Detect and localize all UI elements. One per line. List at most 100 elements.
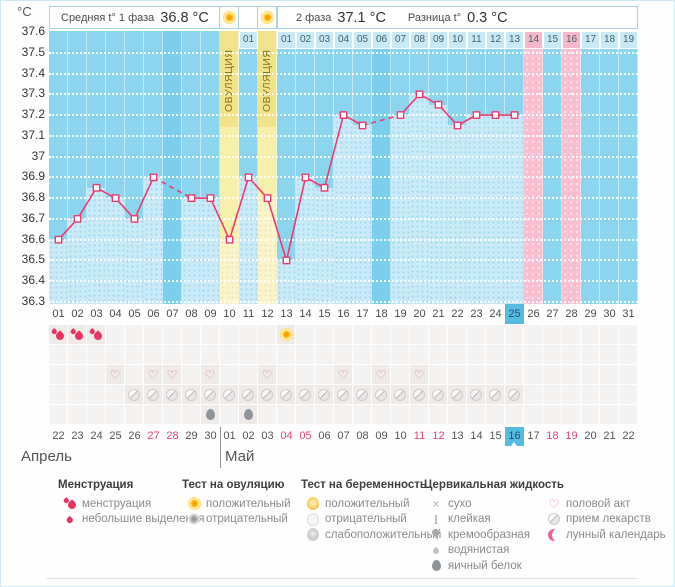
day-grid-cell[interactable]	[486, 325, 504, 344]
day-grid-cell[interactable]	[334, 345, 352, 364]
day-grid-cell[interactable]	[296, 385, 314, 404]
day-grid-cell[interactable]	[277, 385, 295, 404]
calendar-date-cell[interactable]: 19	[565, 430, 578, 442]
day-grid-cell[interactable]	[448, 385, 466, 404]
day-grid-cell[interactable]	[410, 325, 428, 344]
day-grid-cell[interactable]	[125, 325, 143, 344]
chart-column-day-13[interactable]	[277, 31, 296, 304]
day-grid-cell[interactable]	[87, 365, 105, 384]
day-grid-cell[interactable]	[239, 325, 257, 344]
calendar-date-cell[interactable]: 16	[505, 427, 524, 446]
day-grid-cell[interactable]	[524, 325, 542, 344]
day-grid-cell[interactable]	[505, 325, 523, 344]
day-grid-cell[interactable]	[353, 325, 371, 344]
day-grid-cell[interactable]	[410, 345, 428, 364]
day-grid-cell[interactable]	[467, 325, 485, 344]
day-grid-cell[interactable]	[296, 365, 314, 384]
day-grid-cell[interactable]	[581, 365, 599, 384]
cycle-day-cell[interactable]: 15	[318, 308, 331, 320]
cycle-day-cell[interactable]: 09	[204, 308, 217, 320]
day-grid-cell[interactable]	[315, 385, 333, 404]
chart-column-day-28[interactable]	[562, 31, 581, 304]
day-grid-cell[interactable]	[429, 405, 447, 424]
day-grid-cell[interactable]	[163, 345, 181, 364]
day-grid-cell[interactable]	[220, 325, 238, 344]
calendar-date-cell[interactable]: 07	[337, 430, 350, 442]
day-grid-cell[interactable]	[201, 385, 219, 404]
day-grid-cell[interactable]	[505, 345, 523, 364]
day-grid-cell[interactable]	[258, 325, 276, 344]
calendar-date-cell[interactable]: 18	[546, 430, 559, 442]
chart-column-day-21[interactable]	[429, 31, 448, 304]
day-grid-cell[interactable]	[543, 385, 561, 404]
chart-column-day-09[interactable]	[201, 31, 220, 304]
day-grid-cell[interactable]: ♡	[258, 365, 276, 384]
day-grid-cell[interactable]	[334, 405, 352, 424]
cycle-day-cell[interactable]: 27	[546, 308, 559, 320]
chart-column-day-27[interactable]	[543, 31, 562, 304]
cycle-day-cell[interactable]: 08	[185, 308, 198, 320]
day-grid-cell[interactable]	[353, 405, 371, 424]
day-grid-cell[interactable]	[49, 405, 67, 424]
day-grid-cell[interactable]	[49, 365, 67, 384]
day-grid-cell[interactable]	[619, 405, 637, 424]
day-grid-cell[interactable]	[182, 365, 200, 384]
day-grid-cell[interactable]	[277, 325, 295, 344]
day-grid-cell[interactable]	[239, 405, 257, 424]
cycle-day-cell[interactable]: 07	[166, 308, 179, 320]
calendar-date-cell[interactable]: 29	[185, 430, 198, 442]
day-grid-cell[interactable]	[467, 345, 485, 364]
day-grid-cell[interactable]	[486, 345, 504, 364]
day-grid-cell[interactable]: ♡	[163, 365, 181, 384]
cycle-day-cell[interactable]: 26	[527, 308, 540, 320]
calendar-date-cell[interactable]: 22	[622, 430, 635, 442]
calendar-date-cell[interactable]: 15	[489, 430, 502, 442]
cycle-day-cell[interactable]: 01	[52, 308, 65, 320]
chart-column-day-18[interactable]	[372, 31, 391, 304]
day-grid-cell[interactable]	[353, 345, 371, 364]
day-grid-cell[interactable]	[106, 345, 124, 364]
day-grid-cell[interactable]	[68, 365, 86, 384]
day-grid-cell[interactable]: ♡	[106, 365, 124, 384]
calendar-date-cell[interactable]: 22	[52, 430, 65, 442]
cycle-day-cell[interactable]: 20	[413, 308, 426, 320]
cycle-day-cell[interactable]: 16	[337, 308, 350, 320]
day-grid-cell[interactable]	[182, 325, 200, 344]
day-grid-cell[interactable]	[467, 385, 485, 404]
chart-column-day-16[interactable]	[334, 31, 353, 304]
day-grid-cell[interactable]	[87, 345, 105, 364]
chart-column-day-23[interactable]	[467, 31, 486, 304]
day-grid-cell[interactable]	[220, 405, 238, 424]
day-grid-cell[interactable]	[543, 345, 561, 364]
cycle-day-cell[interactable]: 04	[109, 308, 122, 320]
calendar-date-cell[interactable]: 14	[470, 430, 483, 442]
day-grid-cell[interactable]	[144, 385, 162, 404]
chart-column-day-31[interactable]	[619, 31, 638, 304]
calendar-date-cell[interactable]: 01	[223, 430, 236, 442]
day-grid-cell[interactable]	[543, 405, 561, 424]
day-grid-cell[interactable]	[429, 365, 447, 384]
calendar-date-cell[interactable]: 04	[280, 430, 293, 442]
day-grid-cell[interactable]	[334, 385, 352, 404]
chart-column-day-20[interactable]	[410, 31, 429, 304]
day-grid-cell[interactable]	[163, 325, 181, 344]
chart-column-day-30[interactable]	[600, 31, 619, 304]
day-grid-cell[interactable]	[68, 385, 86, 404]
day-grid-cell[interactable]	[562, 405, 580, 424]
day-grid-cell[interactable]	[524, 385, 542, 404]
cycle-day-cell[interactable]: 06	[147, 308, 160, 320]
day-grid-cell[interactable]	[68, 345, 86, 364]
day-grid-cell[interactable]	[505, 385, 523, 404]
cycle-day-cell[interactable]: 12	[261, 308, 274, 320]
day-grid-cell[interactable]	[125, 405, 143, 424]
day-grid-cell[interactable]	[600, 405, 618, 424]
day-grid-cell[interactable]	[49, 325, 67, 344]
day-grid-cell[interactable]	[163, 405, 181, 424]
cycle-day-cell[interactable]: 30	[603, 308, 616, 320]
day-grid-cell[interactable]	[87, 385, 105, 404]
day-grid-cell[interactable]	[486, 405, 504, 424]
day-grid-cell[interactable]	[391, 385, 409, 404]
day-grid-cell[interactable]	[49, 345, 67, 364]
calendar-date-cell[interactable]: 23	[71, 430, 84, 442]
cycle-day-cell[interactable]: 03	[90, 308, 103, 320]
